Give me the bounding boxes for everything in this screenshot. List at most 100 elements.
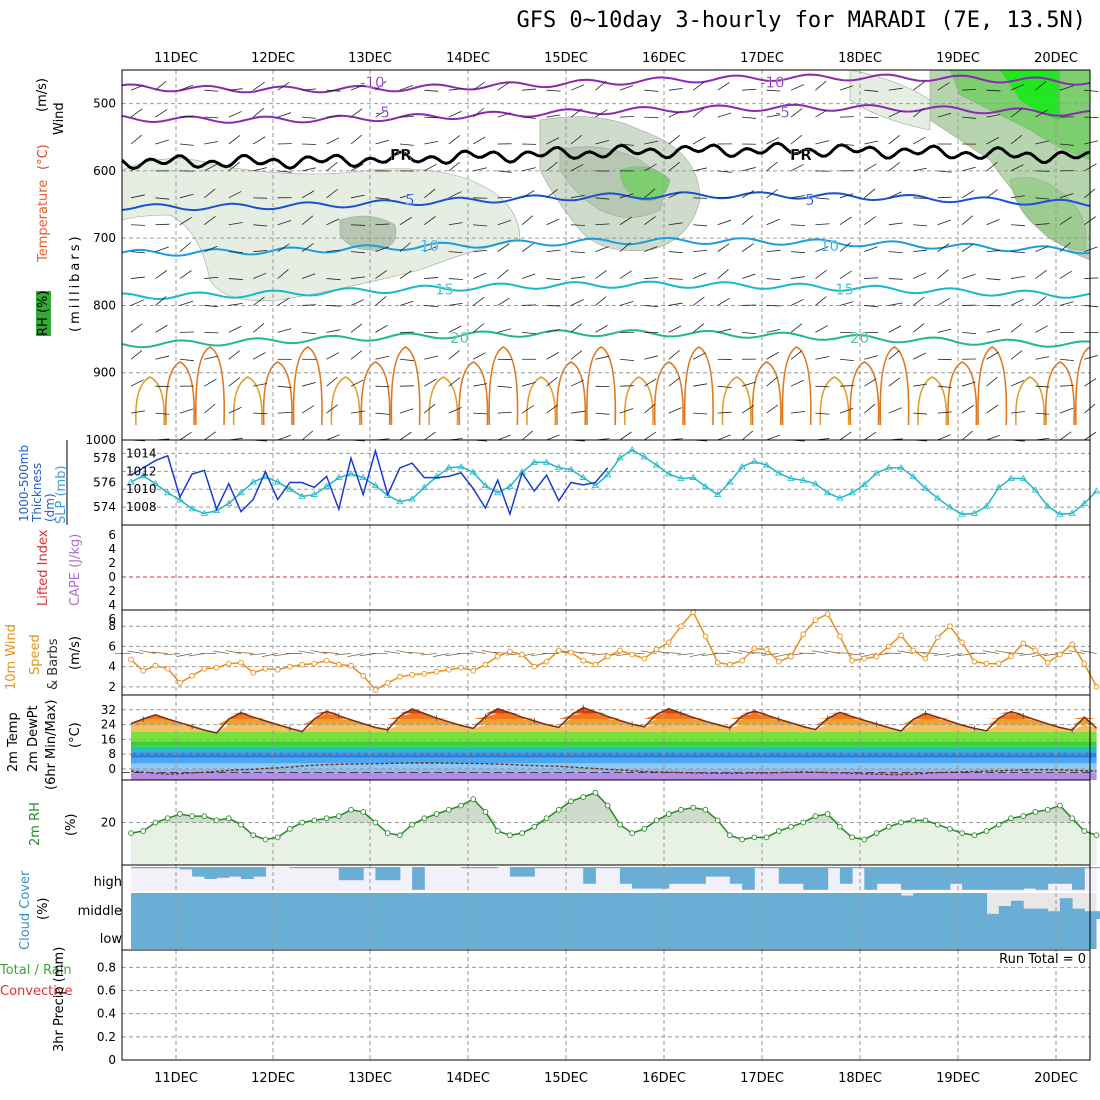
date-label-top: 11DEC <box>154 51 198 66</box>
rh-2m-point <box>1032 809 1039 815</box>
wind-barb <box>986 89 1001 92</box>
label-wind: Wind <box>52 102 67 135</box>
slp-point <box>1056 510 1064 517</box>
wind-barb <box>937 269 949 279</box>
wind-barb-10m <box>677 653 694 656</box>
wind-speed-point <box>445 666 452 673</box>
rh-2m-point <box>1057 802 1063 809</box>
wind-barb <box>741 273 756 279</box>
rh-2m-point <box>751 834 758 841</box>
wind-barb <box>546 137 560 145</box>
cloud-high-bar <box>204 867 218 879</box>
wind-barb <box>790 164 804 172</box>
wind-barb-10m <box>1019 653 1036 656</box>
wind-speed-point <box>580 657 587 664</box>
label-2m-rh: 2m RH <box>28 802 43 846</box>
wind-barb <box>693 383 708 387</box>
wind-barb <box>815 109 828 118</box>
cloud-high-bar <box>864 867 878 890</box>
rh-2m-point <box>788 823 794 830</box>
slp-point <box>310 490 319 497</box>
slp-point <box>1092 487 1100 494</box>
label-thickness: 1000-500mb Thickness (dm) <box>17 444 57 522</box>
temperature-contour-low <box>458 361 489 426</box>
wind-barb <box>448 88 463 91</box>
wind-barb <box>717 170 732 173</box>
wind-barb <box>961 190 975 199</box>
date-label-bottom: 15DEC <box>544 1071 588 1086</box>
temperature-contour-low <box>164 361 196 426</box>
wind-barb <box>986 328 1001 333</box>
y-tick-label: 24 <box>101 718 116 732</box>
wind-barb <box>326 434 340 441</box>
temperature-contour-low <box>292 346 323 426</box>
wind-barb-10m <box>1007 652 1024 654</box>
wind-barb <box>644 216 656 226</box>
label-cloud-unit: (%) <box>36 897 51 921</box>
wind-barb <box>497 297 510 306</box>
label-temperature-unit: (°C) <box>36 144 51 170</box>
wind-barb <box>913 412 928 415</box>
wind-barb <box>375 355 390 360</box>
isotherm-label: -5 <box>375 104 390 122</box>
y-tick-right: 1010 <box>126 482 157 496</box>
wind-speed-point <box>177 680 183 686</box>
wind-barb <box>424 355 439 360</box>
wind-barb-10m <box>384 650 400 654</box>
wind-barb <box>1010 134 1023 145</box>
wind-barb <box>1035 385 1050 388</box>
rh-2m-point <box>824 811 831 817</box>
wind-barb <box>839 85 854 91</box>
label-10m-wind: 10m Wind <box>4 623 19 690</box>
cloud-middle-bar <box>473 893 486 919</box>
y-tick-label: 0.2 <box>97 1030 116 1044</box>
temperature-contour-low <box>390 346 421 426</box>
rh-2m-point <box>384 830 391 836</box>
wind-barb <box>864 378 877 387</box>
wind-barb <box>717 411 732 414</box>
wind-barb <box>424 163 437 172</box>
wind-barb <box>204 163 217 172</box>
cloud-middle-bar <box>228 893 242 919</box>
wind-barb <box>522 88 537 91</box>
slp-point <box>396 497 404 505</box>
slp-point <box>982 502 991 509</box>
cloud-middle-bar <box>693 893 706 919</box>
temperature-band <box>131 763 1097 769</box>
slp-point <box>762 461 771 468</box>
cloud-high-bar <box>766 867 780 869</box>
cloud-high-bar <box>1047 867 1061 884</box>
wind-barb <box>619 85 634 91</box>
wind-barb <box>546 352 559 360</box>
cloud-middle-bar <box>986 913 1000 919</box>
wind-barb <box>864 403 876 414</box>
wind-barb <box>497 328 512 333</box>
isotherm-label: -10 <box>760 73 785 91</box>
slp-point <box>1080 499 1089 506</box>
wind-barb <box>179 115 194 118</box>
wind-barb <box>1035 269 1047 279</box>
wind-barb <box>155 270 168 279</box>
cloud-middle-bar <box>241 893 254 919</box>
rh-2m-point <box>421 815 428 822</box>
wind-barb <box>864 246 878 253</box>
wind-barb <box>668 161 680 172</box>
wind-barb <box>742 331 757 335</box>
cloud-middle-bar <box>571 893 584 919</box>
rh-2m-point <box>433 811 440 817</box>
label-barbs: & Barbs <box>46 638 61 690</box>
wind-barb <box>399 358 414 362</box>
wind-speed-point <box>384 680 391 686</box>
cloud-high-bar <box>619 867 633 884</box>
wind-barb <box>937 297 950 306</box>
y-tick-label: 2 <box>108 584 116 598</box>
wind-speed-point <box>470 667 477 674</box>
cloud-middle-bar <box>461 893 474 919</box>
wind-barb <box>326 137 340 145</box>
wind-barb <box>742 167 756 172</box>
isotherm-label: FR <box>390 146 412 164</box>
y-tick-right: 1014 <box>126 446 157 460</box>
wind-barb <box>815 197 830 200</box>
wind-barb <box>448 377 461 387</box>
slp-point <box>799 476 807 483</box>
